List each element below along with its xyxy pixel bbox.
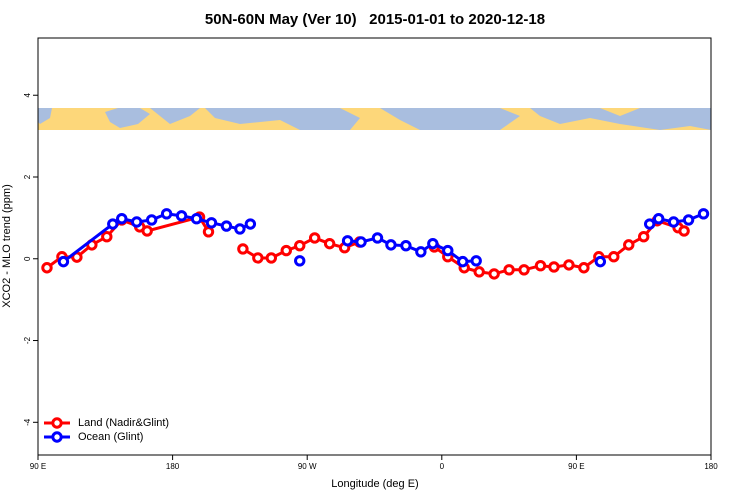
data-point xyxy=(488,268,500,280)
y-tick-label: 0 xyxy=(23,256,32,261)
data-point xyxy=(415,246,427,258)
data-point xyxy=(623,239,635,251)
legend-marker xyxy=(51,417,63,429)
chart-title: 50N-60N May (Ver 10) 2015-01-01 to 2020-… xyxy=(205,11,545,28)
map-strip xyxy=(38,108,711,130)
data-point xyxy=(678,225,690,237)
data-point xyxy=(294,255,306,267)
data-point xyxy=(265,252,278,264)
data-point xyxy=(470,255,482,267)
y-tick-label: -2 xyxy=(23,336,32,344)
data-point xyxy=(205,217,218,229)
plot-frame xyxy=(37,37,712,456)
data-point xyxy=(175,210,188,222)
x-tick-label: 90 E xyxy=(30,462,46,471)
data-point xyxy=(697,208,710,220)
data-point xyxy=(473,266,485,278)
series-line xyxy=(62,212,705,264)
data-point xyxy=(667,216,680,228)
x-tick-label: 90 E xyxy=(568,462,584,471)
data-point xyxy=(457,255,469,268)
data-point xyxy=(518,264,530,276)
data-point xyxy=(244,218,257,230)
data-point xyxy=(427,237,439,250)
y-tick-label: -4 xyxy=(23,418,32,426)
data-point xyxy=(682,214,695,226)
data-point xyxy=(160,208,173,220)
data-point xyxy=(145,214,158,226)
data-point xyxy=(652,213,665,225)
data-point xyxy=(608,251,620,263)
x-axis-label: Longitude (deg E) xyxy=(331,478,418,490)
data-point xyxy=(442,244,454,257)
x-tick-label: 180 xyxy=(704,462,718,471)
data-point xyxy=(400,239,412,252)
data-point xyxy=(220,220,233,232)
legend-label: Ocean (Glint) xyxy=(78,431,143,443)
y-tick-label: 4 xyxy=(23,92,32,97)
data-point xyxy=(578,262,590,274)
data-point xyxy=(141,225,153,237)
data-point xyxy=(643,218,656,230)
data-point xyxy=(638,230,650,243)
data-point xyxy=(308,232,321,244)
data-point xyxy=(280,244,292,257)
data-point xyxy=(594,255,607,268)
data-point xyxy=(341,235,354,247)
data-point xyxy=(385,239,397,251)
data-point xyxy=(41,262,53,274)
data-point xyxy=(190,213,203,225)
data-point xyxy=(355,236,367,248)
legend-label: Land (Nadir&Glint) xyxy=(78,417,169,429)
y-tick-label: 2 xyxy=(23,174,32,179)
legend-marker xyxy=(51,431,63,443)
data-point xyxy=(202,226,215,238)
x-tick-label: 0 xyxy=(440,462,445,471)
data-point xyxy=(101,230,113,243)
data-point xyxy=(563,259,575,271)
data-point xyxy=(237,243,249,255)
data-point xyxy=(116,213,128,225)
data-point xyxy=(252,252,264,264)
data-point xyxy=(131,216,143,228)
data-point xyxy=(57,255,70,268)
data-point xyxy=(503,264,515,276)
x-tick-label: 180 xyxy=(166,462,180,471)
data-point xyxy=(534,260,547,272)
data-point xyxy=(371,232,384,244)
x-tick-label: 90 W xyxy=(298,462,317,471)
y-axis-label: XCO2 - MLO trend (ppm) xyxy=(1,184,13,307)
data-point xyxy=(548,261,560,273)
data-point xyxy=(107,218,119,230)
data-point xyxy=(323,237,336,250)
data-point xyxy=(294,239,306,252)
data-point xyxy=(234,223,246,235)
